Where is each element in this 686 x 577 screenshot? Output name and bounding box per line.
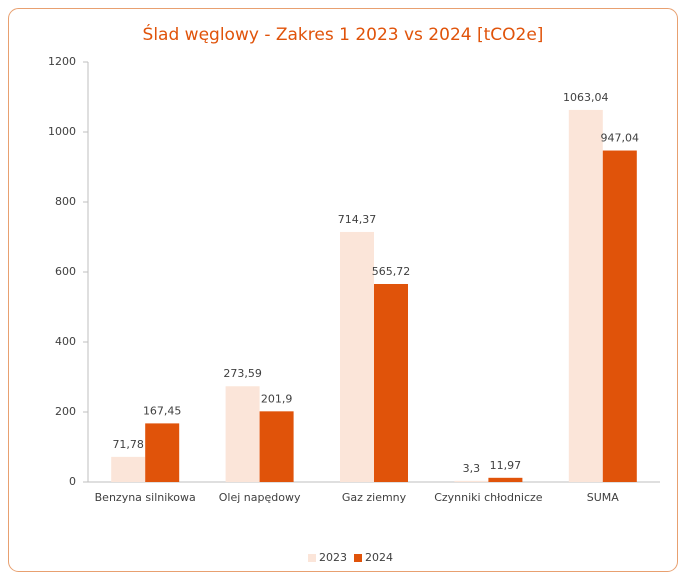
y-tick-label: 1000	[48, 125, 76, 138]
data-label: 1063,04	[563, 91, 609, 104]
data-label: 11,97	[490, 459, 522, 472]
data-label: 947,04	[601, 132, 640, 145]
bar	[225, 386, 260, 482]
bar	[568, 109, 603, 482]
y-tick-label: 1200	[48, 55, 76, 68]
data-label: 201,9	[261, 392, 293, 405]
bar	[340, 231, 374, 482]
legend-swatch	[308, 554, 316, 562]
y-tick-label: 800	[55, 195, 76, 208]
bar	[374, 283, 408, 482]
bar	[488, 477, 523, 482]
bar	[259, 411, 294, 482]
data-label: 714,37	[338, 213, 377, 226]
legend-label: 2024	[365, 551, 393, 564]
y-tick-label: 400	[55, 335, 76, 348]
data-label: 565,72	[372, 265, 411, 278]
y-tick-label: 600	[55, 265, 76, 278]
x-tick-label: SUMA	[587, 491, 620, 504]
x-tick-label: Olej napędowy	[219, 491, 301, 504]
bar	[454, 480, 489, 482]
x-tick-label: Gaz ziemny	[342, 491, 407, 504]
data-label: 71,78	[112, 438, 144, 451]
data-label: 273,59	[223, 367, 262, 380]
x-tick-label: Czynniki chłodnicze	[434, 491, 543, 504]
y-tick-label: 0	[69, 475, 76, 488]
legend-label: 2023	[319, 551, 347, 564]
bar	[145, 423, 180, 482]
y-tick-label: 200	[55, 405, 76, 418]
bar	[602, 150, 637, 482]
bar	[111, 456, 146, 482]
data-label: 3,3	[463, 462, 481, 475]
x-tick-label: Benzyna silnikowa	[95, 491, 196, 504]
data-label: 167,45	[143, 404, 182, 417]
chart-title: Ślad węglowy - Zakres 1 2023 vs 2024 [tC…	[143, 23, 544, 45]
legend-swatch	[354, 554, 362, 562]
